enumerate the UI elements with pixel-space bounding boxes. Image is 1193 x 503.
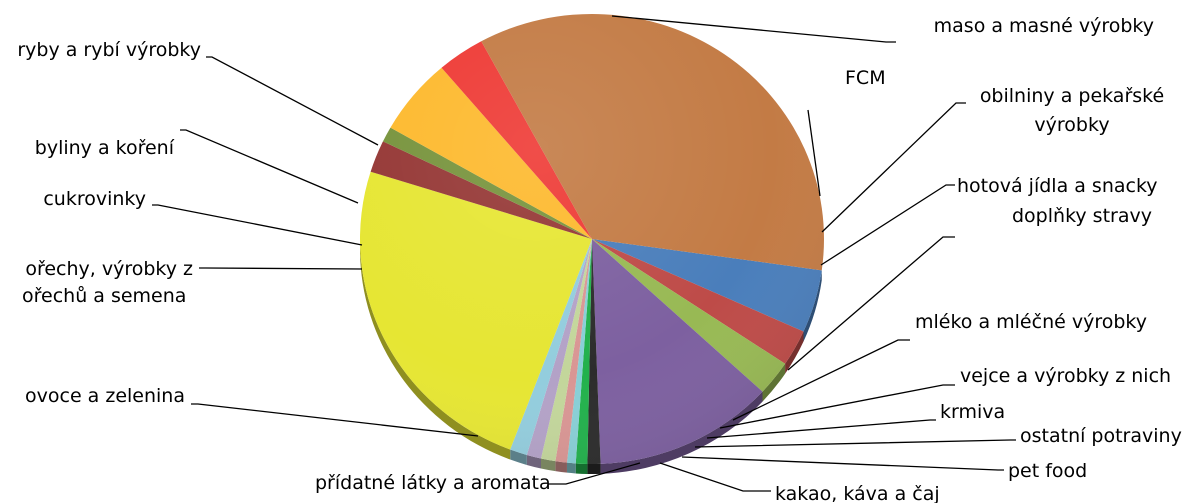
slice-side-vejce-a-v-robky-z-nich [576,463,588,474]
leader-line-cukrovinky [152,205,362,245]
slice-side-ml-ko-a-ml-n-v-robky [587,464,600,474]
leader-line-ryby-a-ryb-v-robky [206,57,378,145]
label-ml-ko-a-ml-n-v-robky: mléko a mléčné výrobky [915,311,1147,333]
label-obilniny-a-peka-sk-v-robky: obilniny a pekařské [980,85,1164,107]
leader-line-hotov-j-dla-a-snacky [821,185,955,265]
label-krmiva: krmiva [940,401,1005,423]
leader-line-byliny-a-ko-en [180,130,358,203]
label-obilniny-line2: výrobky [1034,114,1109,136]
leader-line-pet-food [682,457,1004,470]
label-vejce-a-v-robky-z-nich: vejce a výrobky z nich [960,365,1171,387]
leader-line-kakao-k-va-a-aj [660,463,771,491]
label-o-echy-v-robky-z: ořechy, výrobky z [25,258,193,280]
label-p-datn-l-tky-a-aromata: přídatné látky a aromata [315,472,551,494]
label-ryby-a-ryb-v-robky: ryby a rybí výrobky [17,39,201,61]
label-cukrovinky: cukrovinky [43,188,146,210]
label-ovoce-a-zelenina: ovoce a zelenina [25,385,185,407]
label-dopl-ky-stravy: doplňky stravy [1012,205,1152,227]
label-hotov-j-dla-a-snacky: hotová jídla a snacky [957,175,1158,197]
slice-side-ostatn-potraviny [555,461,567,473]
slice-side-krmiva [567,463,576,474]
leader-line-ostatn-potraviny [695,440,1016,447]
label-pet-food: pet food [1008,460,1087,482]
label-byliny-a-ko-en: byliny a koření [35,137,175,159]
leader-line-krmiva [707,420,936,438]
leader-line-o-echy-v-robky-z [199,268,362,269]
label-ostatn-potraviny: ostatní potraviny [1020,425,1182,447]
label-kakao-k-va-a-aj: kakao, káva a čaj [775,483,940,503]
pie-slices [360,14,824,464]
label-maso-a-masn-v-robky: maso a masné výrobky [934,15,1154,37]
leader-line-obilniny-a-peka-sk-v-robky [822,103,966,232]
label-fcm: FCM [845,67,886,89]
label-o-echy-v-robky-z-line2: ořechů a semena [22,285,186,307]
